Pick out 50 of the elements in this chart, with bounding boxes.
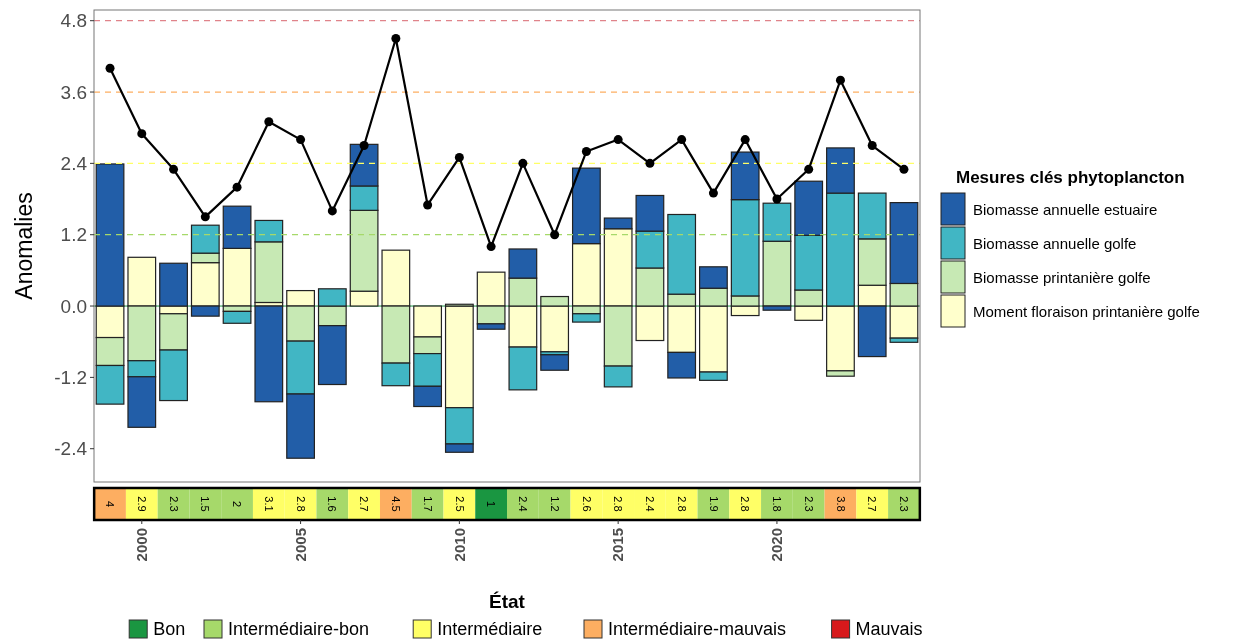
y-tick-label: 4.8	[60, 10, 87, 32]
data-label: 2.8	[675, 496, 688, 512]
data-label: 1.5	[199, 496, 212, 512]
y-tick-label: -1.2	[54, 367, 87, 389]
data-label: 2.8	[294, 496, 307, 512]
data-label: 2	[231, 500, 244, 508]
data-label: 2.7	[358, 496, 371, 512]
data-label: 1.7	[421, 496, 434, 512]
legend-label: Biomasse annuelle estuaire	[973, 201, 1158, 219]
data-label: 2.4	[517, 496, 530, 512]
y-tick-label: 1.2	[60, 224, 87, 246]
data-label: 1.2	[548, 496, 561, 512]
legend-label: Intermédiaire	[437, 619, 543, 640]
data-label: 2.3	[898, 496, 911, 512]
y-tick-label: -2.4	[54, 438, 88, 460]
legend-title: Mesures clés phytoplancton	[956, 168, 1185, 187]
y-tick-label: 3.6	[60, 81, 87, 103]
x-tick-label: 2005	[291, 528, 309, 562]
data-label: 2.5	[453, 496, 466, 512]
data-label: 2.8	[612, 496, 625, 512]
data-label: 2.6	[580, 496, 593, 512]
legend-label: Bon	[153, 619, 186, 640]
data-label: 2.8	[739, 496, 752, 512]
y-tick-label: 0.0	[60, 295, 87, 317]
legend-label: Biomasse printanière golfe	[973, 269, 1151, 287]
data-label: 1.8	[771, 496, 784, 512]
x-tick-label: 2020	[768, 528, 786, 562]
data-label: 3.8	[834, 496, 847, 512]
data-label: 3.1	[262, 496, 275, 512]
legend-label: Moment floraison printanière golfe	[973, 303, 1200, 321]
x-tick-label: 2000	[133, 528, 151, 562]
data-label: 2.3	[167, 496, 180, 512]
data-label: 1.6	[326, 496, 339, 512]
legend-label: Intermédiaire-mauvais	[608, 619, 787, 640]
data-label: 1.9	[707, 496, 720, 512]
y-tick-label: 2.4	[60, 153, 88, 175]
y-axis-title: Anomalies	[11, 192, 37, 300]
data-label: 2.9	[135, 496, 148, 512]
x-tick-label: 2010	[450, 528, 468, 562]
data-label: 2.7	[866, 496, 879, 512]
data-label: 4	[104, 500, 117, 508]
legend-label: Mauvais	[855, 619, 923, 640]
data-label: 2.4	[644, 496, 657, 512]
data-label: 4.5	[390, 496, 402, 512]
data-label: 2.3	[802, 496, 815, 512]
legend-label: Biomasse annuelle golfe	[973, 235, 1137, 253]
legend-label: Intermédiaire-bon	[228, 619, 370, 640]
data-label: 1	[485, 500, 498, 508]
x-tick-label: 2015	[609, 528, 627, 562]
legend-title: État	[489, 591, 526, 612]
